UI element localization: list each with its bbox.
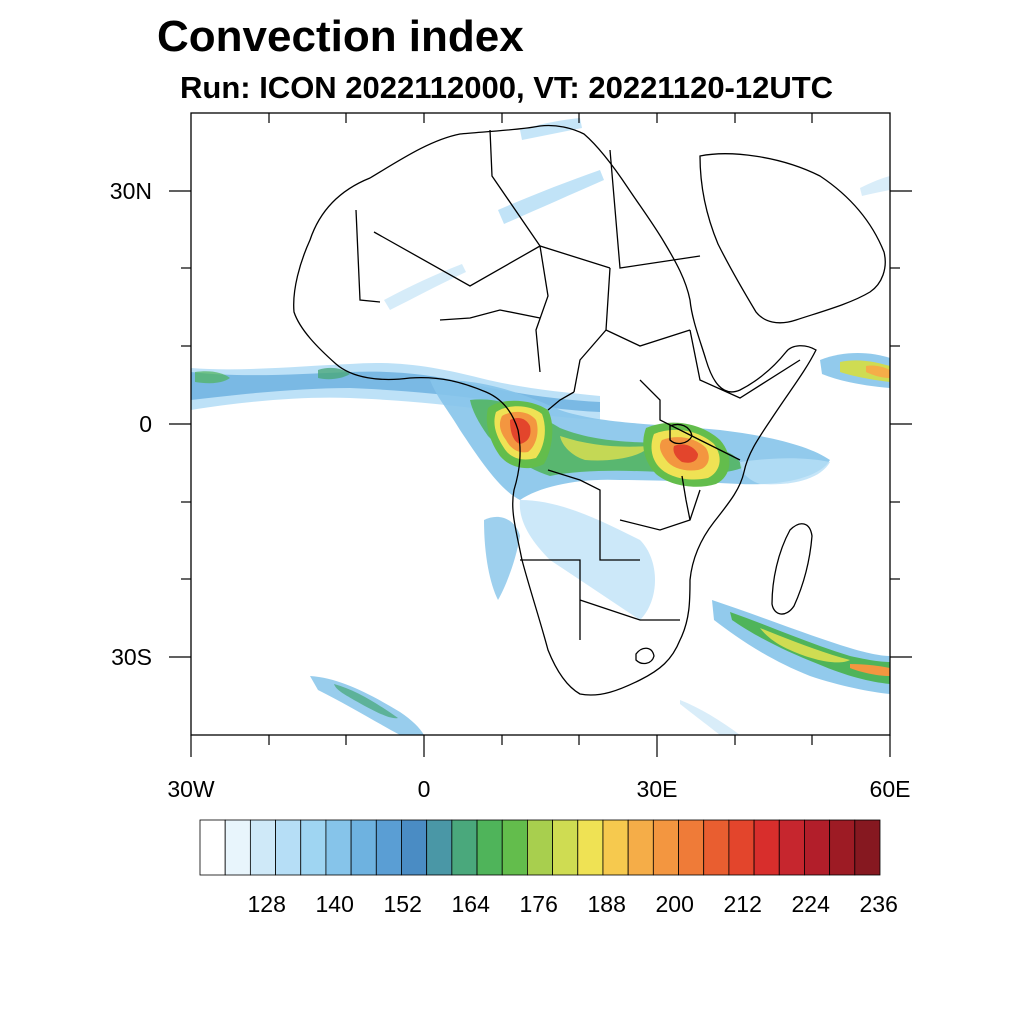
border-6	[573, 267, 611, 393]
border-13	[520, 559, 581, 640]
itcz-green-west	[195, 371, 230, 384]
colorbar-swatch	[249, 819, 276, 876]
colorbar-tick-label: 224	[792, 891, 831, 917]
x-tick-label-30w: 30W	[167, 776, 215, 802]
convection-field	[191, 118, 890, 735]
colorbar-swatch	[350, 819, 377, 876]
colorbar-swatch	[652, 819, 679, 876]
border-10	[639, 379, 741, 461]
map-subtitle: Run: ICON 2022112000, VT: 20221120-12UTC	[180, 70, 834, 105]
border-8	[439, 309, 541, 321]
colorbar-tick-label: 188	[588, 891, 626, 917]
colorbar-tick-label: 176	[520, 891, 558, 917]
north-med-streak	[520, 118, 582, 140]
colorbar-swatch	[199, 819, 226, 876]
colorbar-tick-label: 236	[860, 891, 898, 917]
colorbar-swatch	[728, 819, 755, 876]
colorbar-swatch	[401, 819, 428, 876]
colorbar-swatch	[476, 819, 503, 876]
y-tick-label-30s: 30S	[111, 644, 152, 670]
border-15	[619, 489, 701, 531]
border-12	[547, 469, 640, 561]
south-atlantic-light-streak	[680, 700, 740, 735]
colorbar-swatch	[577, 819, 604, 876]
border-14	[579, 599, 680, 621]
colorbar-swatch	[753, 819, 780, 876]
border-3	[489, 129, 541, 247]
sw-indian-band-yellow	[760, 628, 850, 663]
border-5	[535, 245, 549, 373]
lake-tanganyika	[681, 475, 691, 521]
southern-africa-scatter	[519, 500, 655, 620]
colorbar	[199, 819, 881, 876]
border-2	[373, 231, 611, 287]
colorbar-tick-label: 212	[724, 891, 762, 917]
colorbar-swatch	[275, 819, 302, 876]
border-4	[609, 149, 701, 269]
border-7	[605, 329, 691, 347]
x-tick-label-30e: 30E	[637, 776, 678, 802]
map-title: Convection index	[157, 12, 524, 61]
colorbar-labels: 128 140 152 164 176 188 200 212 224 236	[248, 891, 898, 917]
y-tick-label-0: 0	[139, 411, 152, 437]
gabon-core-red	[510, 418, 531, 444]
colorbar-swatch	[627, 819, 654, 876]
colorbar-swatch	[854, 819, 881, 876]
arabia-streak	[860, 176, 890, 196]
angola-streak	[484, 516, 520, 600]
x-tick-label-60e: 60E	[870, 776, 911, 802]
colorbar-swatch	[451, 819, 478, 876]
sw-indian-band-orange	[850, 664, 890, 676]
border-11	[689, 329, 801, 399]
victoria-core-red	[673, 444, 698, 463]
colorbar-swatch	[703, 819, 730, 876]
colorbar-swatch	[426, 819, 453, 876]
colorbar-tick-label: 152	[384, 891, 422, 917]
colorbar-swatch	[325, 819, 352, 876]
itcz-band-inner	[191, 371, 600, 412]
lesotho	[635, 647, 655, 665]
lake-victoria	[669, 423, 693, 445]
south-atlantic-band-green	[334, 684, 398, 719]
itcz-green-mid	[318, 367, 350, 380]
arabian-peninsula	[699, 153, 886, 324]
colorbar-swatch	[829, 819, 856, 876]
border-9	[547, 391, 575, 411]
colorbar-swatch	[778, 819, 805, 876]
colorbar-tick-label: 140	[316, 891, 354, 917]
congo-band-yellow	[560, 436, 650, 461]
colorbar-tick-label: 164	[452, 891, 491, 917]
x-tick-label-0: 0	[418, 776, 431, 802]
africa-coastline	[293, 124, 817, 696]
madagascar	[771, 523, 813, 615]
colorbar-swatch	[602, 819, 629, 876]
colorbar-tick-label: 200	[656, 891, 694, 917]
west-sahara-streak	[384, 264, 466, 310]
coastline-borders	[293, 124, 886, 696]
colorbar-swatch	[678, 819, 705, 876]
sahara-streak	[498, 170, 604, 224]
y-tick-label-30n: 30N	[110, 178, 152, 204]
colorbar-swatch	[501, 819, 528, 876]
east-africa-band	[740, 458, 830, 485]
axis-ticks	[169, 113, 912, 757]
colorbar-tick-label: 128	[248, 891, 286, 917]
colorbar-swatch	[300, 819, 327, 876]
arabian-sea-core	[840, 360, 890, 382]
colorbar-swatch	[552, 819, 579, 876]
arabian-sea-orange	[866, 365, 890, 378]
colorbar-swatch	[804, 819, 831, 876]
border-1	[355, 209, 381, 303]
colorbar-swatch	[375, 819, 402, 876]
colorbar-swatch	[527, 819, 553, 876]
colorbar-swatch	[224, 819, 251, 876]
